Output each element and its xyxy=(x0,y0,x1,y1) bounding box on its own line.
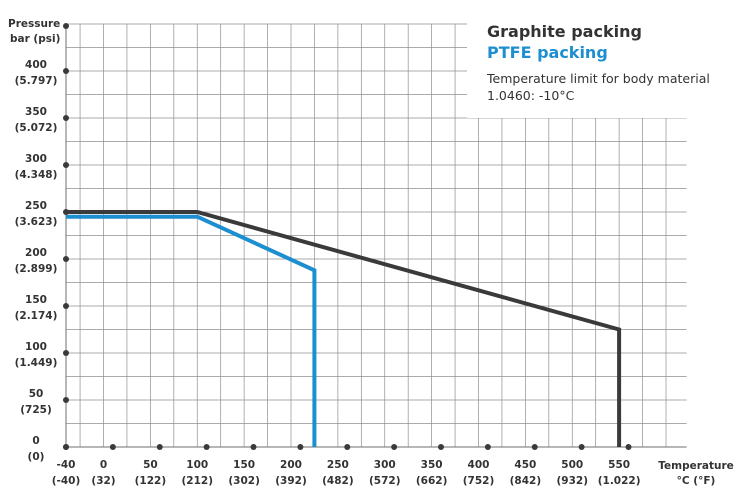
y-tick-sublabel: (5.797) xyxy=(15,75,58,87)
temperature-limit-note-line2: 1.0460: -10°C xyxy=(487,88,575,103)
x-axis-title-line1: Temperature xyxy=(658,460,734,472)
y-axis-point xyxy=(63,162,69,168)
x-axis-point xyxy=(344,444,351,450)
x-axis-point xyxy=(531,444,538,450)
legend: Graphite packing PTFE packing Temperatur… xyxy=(467,6,747,118)
y-axis-point xyxy=(63,256,69,262)
x-tick-sublabel: (1.022) xyxy=(598,475,641,487)
temperature-limit-note: Temperature limit for body material 1.04… xyxy=(487,70,742,104)
x-tick-label: 300 xyxy=(374,459,396,471)
x-tick-label: 250 xyxy=(327,459,349,471)
y-tick-label: 150 xyxy=(25,294,47,306)
x-tick-sublabel: (32) xyxy=(91,475,115,487)
y-tick-label: 50 xyxy=(29,388,44,400)
y-tick-sublabel: (2.174) xyxy=(15,310,58,322)
x-axis-point xyxy=(203,444,210,450)
x-tick-label: 100 xyxy=(186,459,208,471)
x-tick-label: -40 xyxy=(57,459,76,471)
x-axis-point xyxy=(156,444,163,450)
y-tick-label: 400 xyxy=(25,59,47,71)
y-axis-point xyxy=(63,23,69,29)
x-axis-point xyxy=(109,444,116,450)
x-tick-label: 450 xyxy=(514,459,536,471)
x-tick-sublabel: (212) xyxy=(181,475,213,487)
x-tick-sublabel: (-40) xyxy=(52,475,81,487)
x-axis-point xyxy=(484,444,491,450)
x-axis-point xyxy=(438,444,444,450)
y-tick-sublabel: (5.072) xyxy=(15,122,58,134)
legend-ptfe-packing: PTFE packing xyxy=(487,43,608,62)
x-tick-label: 150 xyxy=(233,459,255,471)
x-tick-sublabel: (662) xyxy=(416,475,448,487)
x-tick-sublabel: (842) xyxy=(510,475,542,487)
y-axis-point xyxy=(63,68,69,74)
y-axis-point xyxy=(63,444,69,450)
y-tick-label: 300 xyxy=(25,153,47,165)
y-tick-label: 350 xyxy=(25,106,47,118)
y-axis-point xyxy=(63,209,69,215)
y-tick-sublabel: (0) xyxy=(28,451,45,463)
y-axis-title: Pressure bar (psi) xyxy=(8,18,60,45)
temperature-limit-note-line1: Temperature limit for body material xyxy=(487,71,710,86)
x-tick-label: 0 xyxy=(100,459,107,471)
x-tick-label: 350 xyxy=(421,459,443,471)
y-tick-sublabel: (1.449) xyxy=(15,357,58,369)
tick-labels: -40 (-40) 0 (32) 50 (122) 100 (212) 150 (302) 200 (… xyxy=(15,59,641,487)
x-tick-label: 400 xyxy=(468,459,490,471)
y-tick-label: 0 xyxy=(32,435,39,447)
axis-points xyxy=(63,23,632,450)
y-tick-sublabel: (725) xyxy=(20,404,52,416)
series-layer xyxy=(66,210,622,447)
ptfe-packing-line xyxy=(66,214,317,447)
y-axis-point xyxy=(63,303,69,309)
y-tick-label: 250 xyxy=(25,200,47,212)
y-tick-label: 100 xyxy=(25,341,47,353)
x-axis-point xyxy=(578,444,585,450)
x-tick-label: 200 xyxy=(280,459,302,471)
y-tick-label: 200 xyxy=(25,247,47,259)
y-axis-title-line1: Pressure xyxy=(8,18,60,30)
x-tick-sublabel: (482) xyxy=(322,475,354,487)
y-axis-point xyxy=(63,397,69,403)
x-tick-label: 50 xyxy=(143,459,158,471)
x-tick-sublabel: (302) xyxy=(228,475,260,487)
x-axis-point xyxy=(250,444,257,450)
x-axis-point xyxy=(391,444,398,450)
y-tick-sublabel: (4.348) xyxy=(15,169,58,181)
x-axis-point xyxy=(625,444,632,450)
y-axis-point xyxy=(63,350,69,356)
y-axis-point xyxy=(63,115,69,121)
x-tick-sublabel: (122) xyxy=(135,475,167,487)
x-axis-title: Temperature °C (°F) xyxy=(658,460,734,487)
y-tick-sublabel: (2.899) xyxy=(15,263,58,275)
graphite-packing-line xyxy=(66,210,622,447)
x-tick-sublabel: (392) xyxy=(275,475,307,487)
legend-graphite-packing: Graphite packing xyxy=(487,22,642,41)
x-axis-point xyxy=(297,444,304,450)
x-tick-sublabel: (572) xyxy=(369,475,401,487)
y-axis-title-line2: bar (psi) xyxy=(10,33,60,45)
grid xyxy=(65,23,687,448)
x-tick-label: 550 xyxy=(608,459,630,471)
x-tick-sublabel: (752) xyxy=(463,475,495,487)
x-tick-sublabel: (932) xyxy=(556,475,588,487)
x-tick-label: 500 xyxy=(561,459,583,471)
y-tick-sublabel: (3.623) xyxy=(15,216,58,228)
x-axis-title-line2: °C (°F) xyxy=(677,475,716,487)
